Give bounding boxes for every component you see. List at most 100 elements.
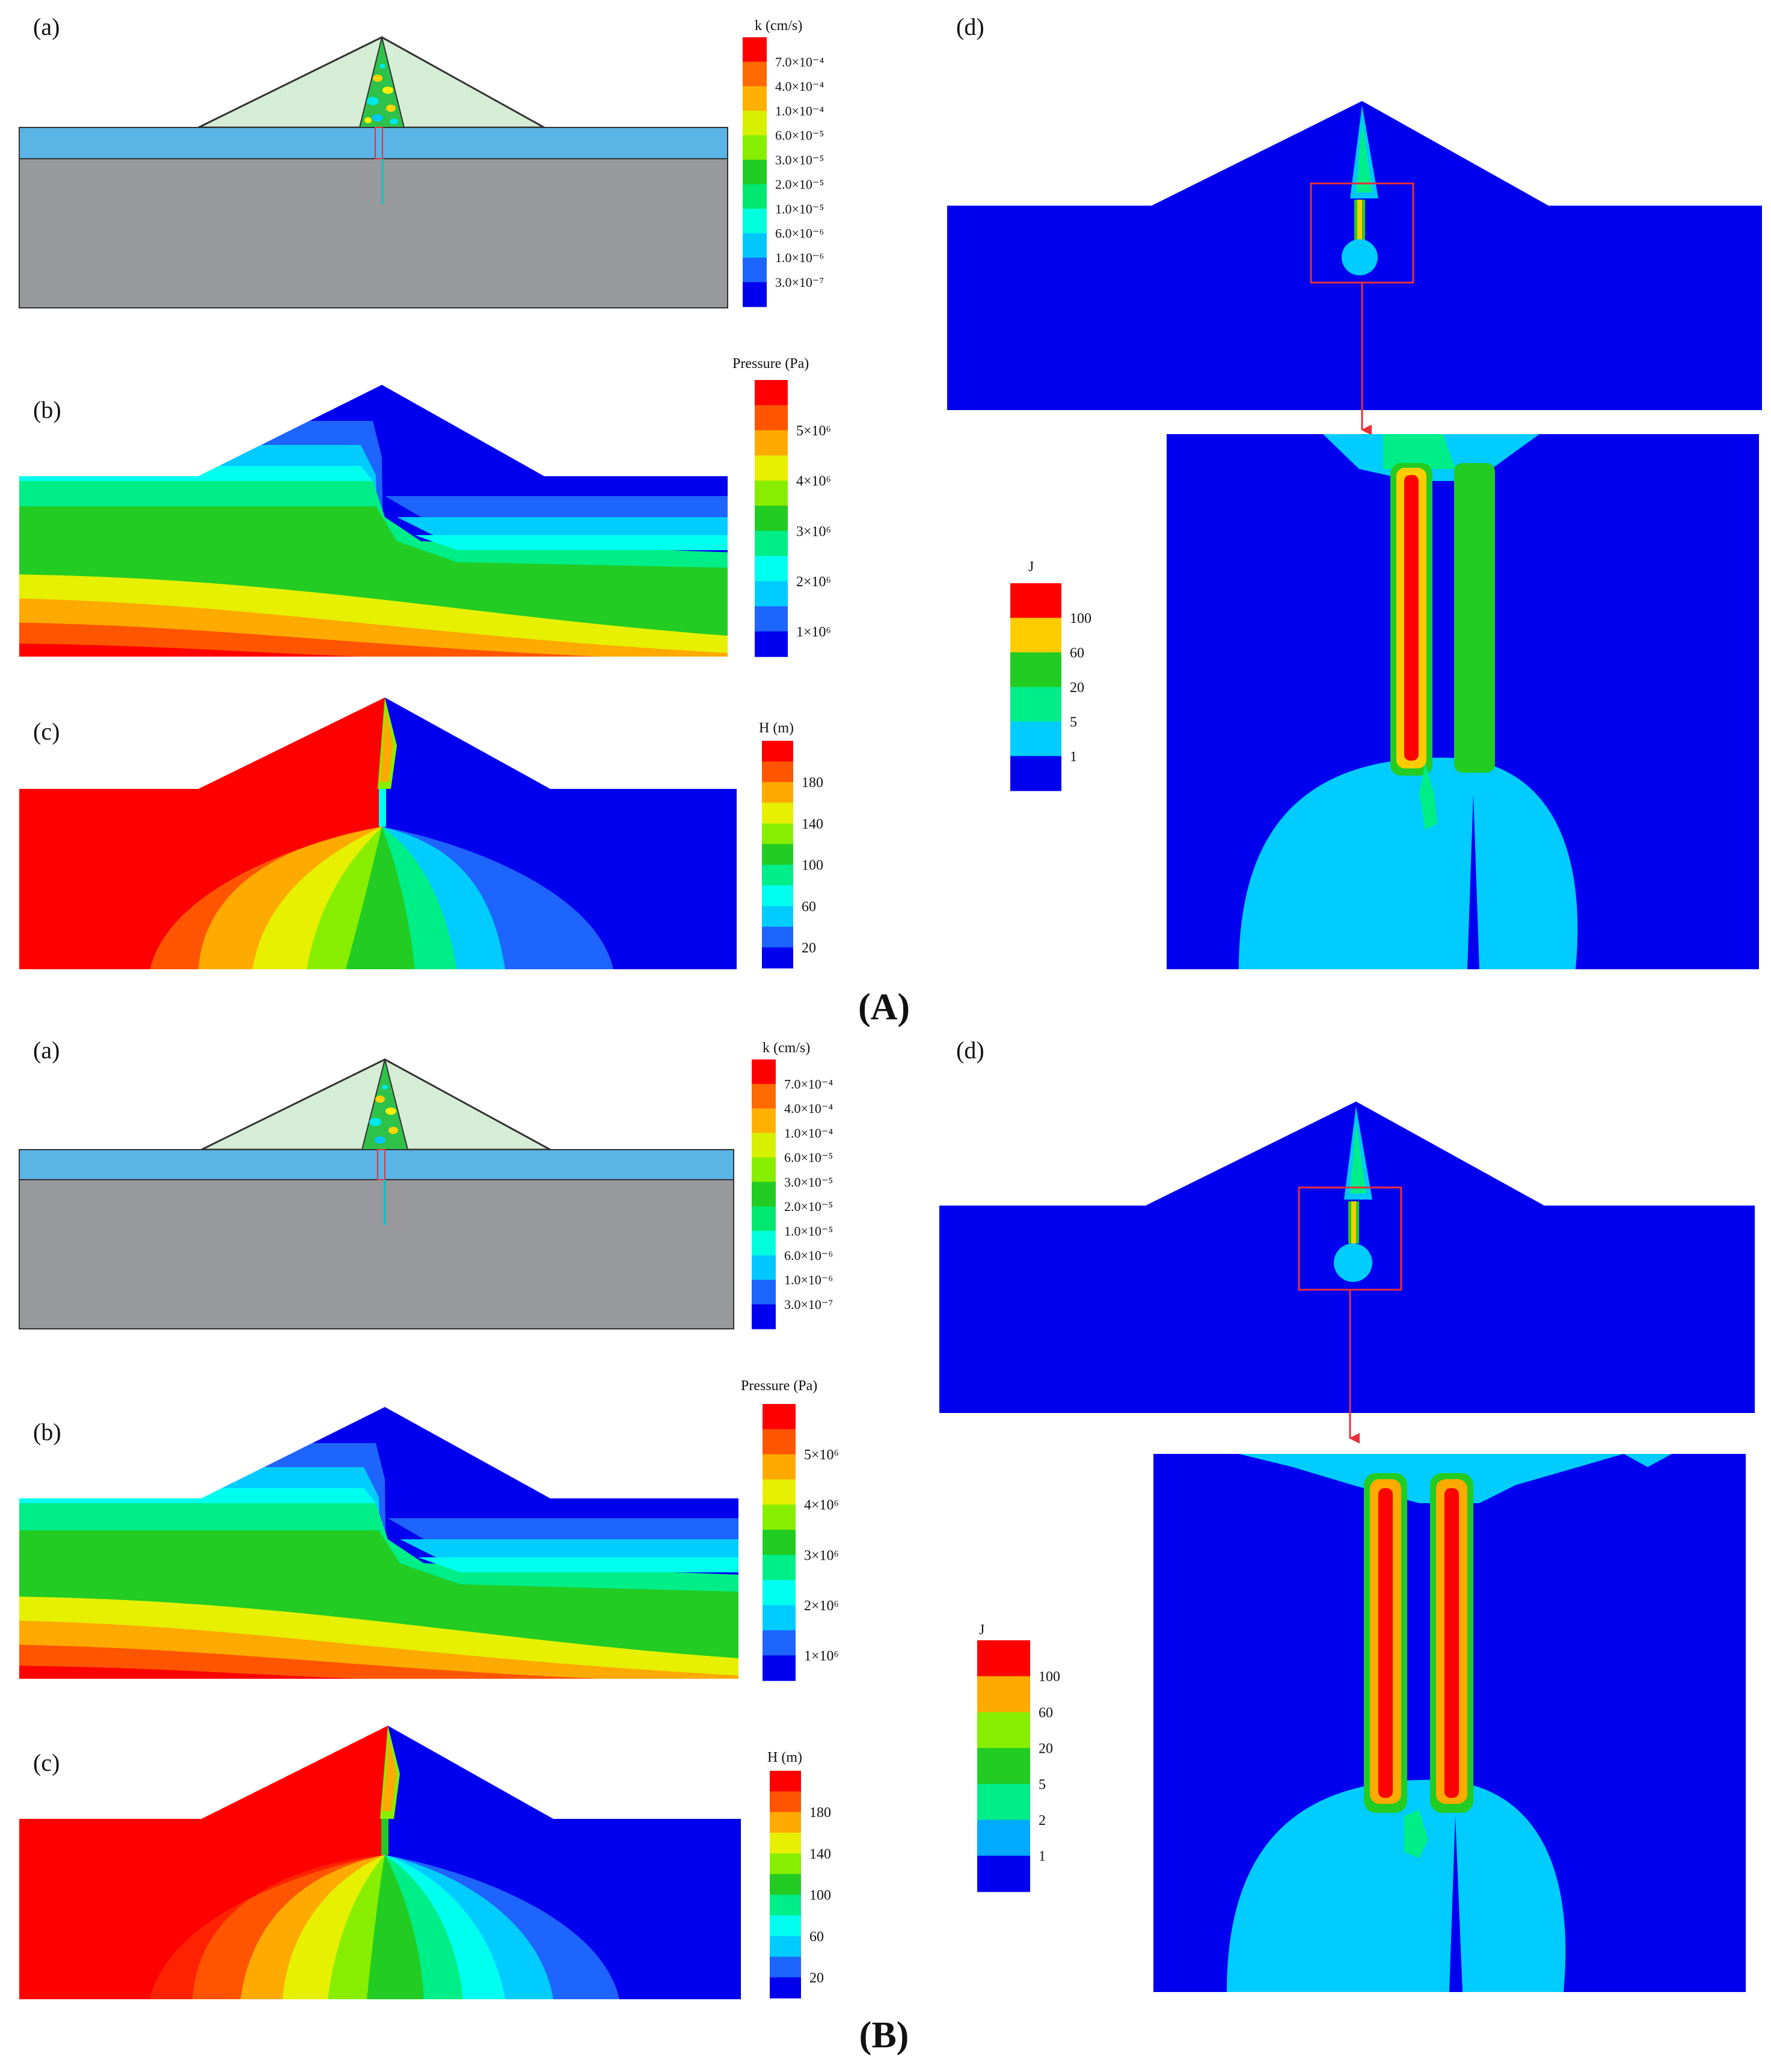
legend-tick-label: 100 bbox=[802, 858, 823, 874]
legend-tick-label: 3×10⁶ bbox=[804, 1548, 839, 1563]
panel-label-a: (a) bbox=[33, 1037, 60, 1064]
legend-swatch bbox=[752, 1304, 776, 1329]
legend-swatch bbox=[977, 1712, 1030, 1749]
legend-swatch bbox=[755, 430, 788, 456]
legend-swatch bbox=[755, 455, 788, 481]
legend-tick-label: 1.0×10⁻⁶ bbox=[784, 1272, 833, 1287]
legend-swatch bbox=[755, 581, 788, 607]
legend-swatch bbox=[977, 1819, 1030, 1856]
legend-swatch bbox=[743, 209, 767, 234]
legend-tick-label: 3.0×10⁻⁵ bbox=[775, 152, 824, 167]
legend-swatch bbox=[763, 1580, 796, 1606]
foundation-overburden bbox=[19, 127, 728, 159]
legend-tick-label: 2.0×10⁻⁵ bbox=[775, 177, 824, 192]
foundation-overburden bbox=[19, 1149, 734, 1180]
legend-swatch bbox=[763, 1630, 796, 1656]
legend-tick-label: 2×10⁶ bbox=[804, 1598, 839, 1614]
legend-tick-label: 5 bbox=[1070, 714, 1077, 730]
legend-swatch bbox=[752, 1133, 776, 1158]
legend-tick-label: 180 bbox=[809, 1805, 831, 1821]
panel-c-head-field: (c) bbox=[19, 697, 737, 969]
gradient-zoom-view bbox=[1153, 1454, 1746, 1992]
legend-tick-label: 5 bbox=[1039, 1777, 1046, 1792]
legend-swatch bbox=[770, 1874, 801, 1895]
legend-tick-label: 20 bbox=[1070, 680, 1084, 696]
legend-tick-label: 20 bbox=[809, 1970, 824, 1986]
legend-swatch bbox=[762, 865, 793, 886]
panel-b-pressure-field: (b) bbox=[19, 1407, 738, 1679]
head-contours bbox=[19, 1726, 741, 1999]
group-a: (a) k (cm/s) 7.0×10⁻⁴ 4.0×10⁻⁴ 1.0×10⁻⁴ bbox=[19, 13, 1762, 1028]
cutoff-wall bbox=[377, 1149, 385, 1180]
legend-swatch bbox=[977, 1640, 1030, 1677]
legend-swatch bbox=[770, 1853, 801, 1875]
legend-swatch bbox=[743, 111, 767, 136]
panel-label-d: (d) bbox=[956, 1037, 984, 1064]
legend-tick-label: 20 bbox=[1039, 1741, 1053, 1757]
legend-swatch bbox=[743, 37, 767, 63]
legend-title: J bbox=[1028, 559, 1034, 575]
foundation-bedrock bbox=[19, 1179, 734, 1329]
core-heterogeneity-patches bbox=[369, 1085, 398, 1144]
panel-label-d: (d) bbox=[956, 13, 984, 40]
panel-label-a: (a) bbox=[33, 13, 60, 40]
legend-swatch bbox=[770, 1977, 801, 1999]
legend-k: k (cm/s) 7.0×10⁻⁴ 4.0×10⁻⁴ 1.0×10⁻⁴ 6.0×10⁻… bbox=[743, 18, 824, 307]
legend-swatch bbox=[743, 159, 767, 185]
group-b: (a) k (cm/s) 7.0×10⁻⁴ 4.0×10⁻⁴ 1.0×10⁻⁴ 6.0… bbox=[19, 1037, 1755, 2056]
legend-swatch bbox=[763, 1655, 796, 1681]
legend-k: k (cm/s) 7.0×10⁻⁴ 4.0×10⁻⁴ 1.0×10⁻⁴ 6.0×10⁻… bbox=[752, 1040, 833, 1329]
legend-swatch bbox=[755, 631, 788, 657]
legend-swatch bbox=[1010, 618, 1061, 653]
legend-swatch bbox=[770, 1895, 801, 1916]
legend-swatch bbox=[763, 1454, 796, 1480]
legend-tick-label: 4.0×10⁻⁴ bbox=[784, 1101, 833, 1116]
legend-swatch bbox=[770, 1957, 801, 1978]
gradient-zoom-view bbox=[1167, 434, 1759, 969]
legend-tick-label: 6.0×10⁻⁵ bbox=[775, 128, 824, 143]
legend-swatch bbox=[743, 135, 767, 161]
legend-swatch bbox=[762, 906, 793, 927]
legend-swatch bbox=[770, 1936, 801, 1957]
legend-swatch bbox=[752, 1182, 776, 1207]
grout-bulb bbox=[1342, 239, 1378, 275]
legend-swatch bbox=[762, 844, 793, 865]
legend-tick-label: 60 bbox=[1039, 1705, 1053, 1721]
legend-swatch bbox=[752, 1084, 776, 1109]
legend-tick-label: 2 bbox=[1039, 1813, 1046, 1828]
legend-tick-label: 60 bbox=[802, 899, 816, 915]
legend-swatch bbox=[752, 1059, 776, 1085]
legend-swatch bbox=[752, 1280, 776, 1305]
legend-swatch bbox=[755, 556, 788, 582]
legend-swatch bbox=[755, 380, 788, 406]
legend-title: Pressure (Pa) bbox=[732, 356, 809, 372]
legend-gradient: J 100 60 20 5 2 1 bbox=[977, 1622, 1060, 1892]
legend-tick-label: 1 bbox=[1070, 749, 1077, 765]
panel-a-permeability-model: (a) bbox=[19, 1037, 734, 1329]
legend-title: Pressure (Pa) bbox=[741, 1378, 817, 1394]
legend-tick-label: 4×10⁶ bbox=[804, 1498, 839, 1513]
legend-title: J bbox=[979, 1622, 984, 1638]
head-contours bbox=[19, 697, 737, 969]
legend-swatch bbox=[762, 885, 793, 907]
legend-swatch bbox=[977, 1856, 1030, 1892]
legend-tick-label: 3.0×10⁻⁷ bbox=[775, 275, 824, 290]
legend-tick-label: 1.0×10⁻⁵ bbox=[784, 1224, 833, 1239]
legend-tick-label: 140 bbox=[802, 817, 823, 832]
legend-tick-label: 140 bbox=[809, 1847, 831, 1862]
legend-swatch bbox=[743, 257, 767, 283]
legend-tick-label: 60 bbox=[1070, 645, 1084, 661]
legend-tick-label: 2.0×10⁻⁵ bbox=[784, 1199, 833, 1214]
legend-tick-label: 1×10⁶ bbox=[804, 1649, 839, 1664]
legend-tick-label: 5×10⁶ bbox=[804, 1447, 839, 1463]
legend-tick-label: 7.0×10⁻⁴ bbox=[775, 54, 824, 69]
legend-swatch bbox=[743, 282, 767, 307]
legend-swatch bbox=[770, 1915, 801, 1937]
panel-b-pressure-field: (b) bbox=[19, 385, 728, 657]
legend-swatch bbox=[1010, 652, 1061, 688]
legend-swatch bbox=[762, 803, 793, 824]
legend-tick-label: 1.0×10⁻⁵ bbox=[775, 201, 824, 216]
legend-swatch bbox=[762, 761, 793, 783]
legend-swatch bbox=[762, 823, 793, 845]
